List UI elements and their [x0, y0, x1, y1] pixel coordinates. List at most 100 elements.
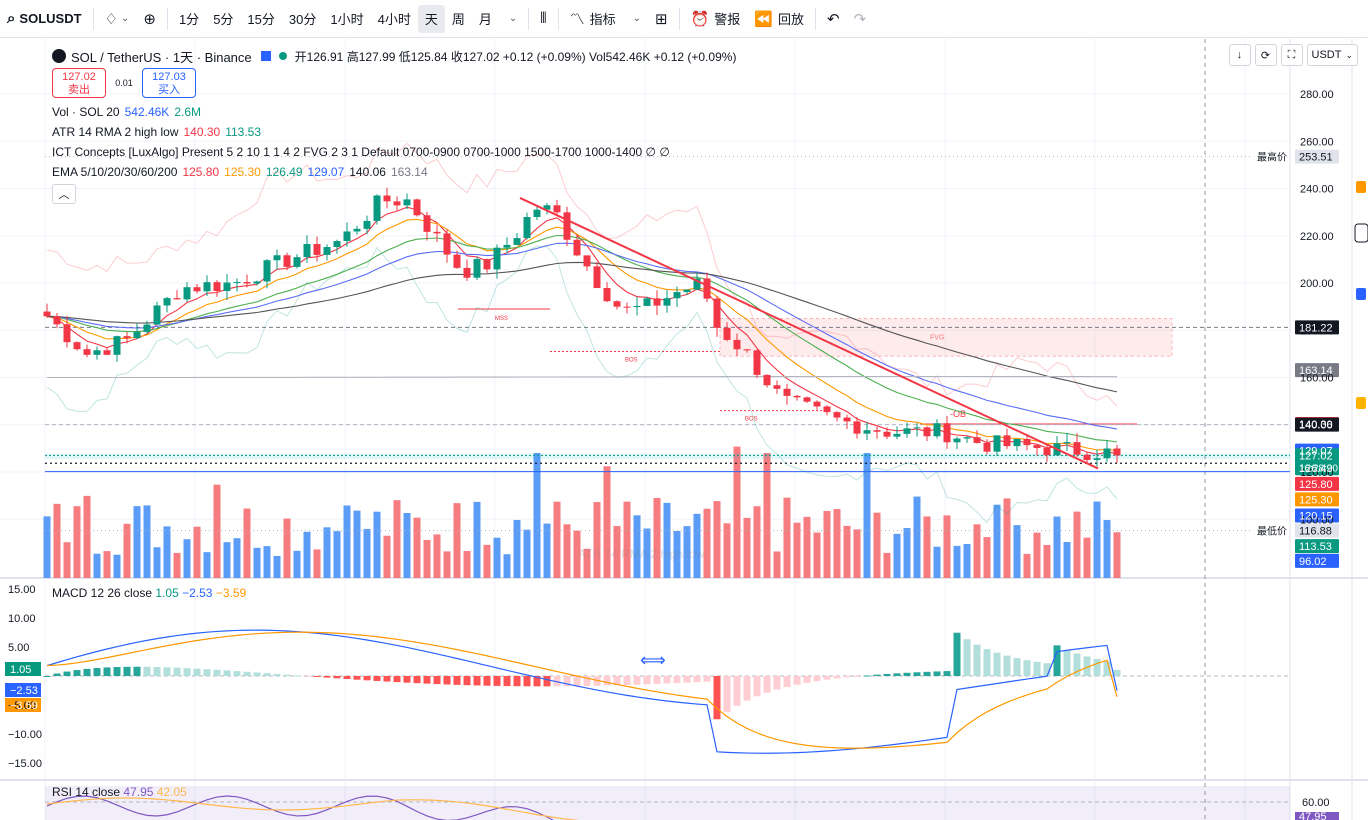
interval-1m[interactable]: 1分	[178, 12, 200, 27]
macd-value-label: 1.05	[10, 664, 31, 676]
interval-1mo[interactable]: 月	[478, 12, 492, 27]
ict-indicator-name: ICT Concepts [LuxAlgo] Present 5 2 10 1 …	[52, 145, 670, 159]
close-label: 收	[450, 49, 463, 64]
chevron-down-icon: ⌄	[120, 13, 130, 24]
flag-icon[interactable]	[260, 51, 271, 61]
macd-value-label: −2.53	[10, 685, 38, 697]
change-value: +0.12 (+0.09%)	[502, 49, 586, 64]
price-label: 127.02	[1299, 450, 1333, 462]
alert-marker[interactable]	[1356, 397, 1366, 409]
rsi-pane[interactable]	[45, 786, 1339, 820]
macd-signal-value: −3.59	[215, 586, 247, 600]
interval-1h[interactable]: 1小时	[330, 12, 364, 27]
chevron-down-icon: ⌄	[1345, 49, 1353, 60]
macd-axis-tick: −10.00	[8, 729, 42, 741]
interval-4h[interactable]: 4小时	[377, 12, 411, 27]
macd-pane-title[interactable]: MACD 12 26 close 1.05 −2.53 −3.59	[52, 586, 246, 600]
alert-button[interactable]: ⏰ 警报	[684, 0, 748, 38]
interval-15m[interactable]: 15分	[247, 12, 275, 27]
order-block-label: -OB	[950, 409, 966, 419]
interval-1w[interactable]: 周	[451, 12, 465, 27]
macd-value-label: −3.59	[10, 700, 38, 712]
sell-button[interactable]: 127.02 卖出	[52, 68, 106, 98]
symbol-row: SOL / TetherUS · 1天 · Binance 开126.91 高1…	[52, 46, 736, 66]
chart-legend: SOL / TetherUS · 1天 · Binance 开126.91 高1…	[52, 46, 736, 204]
rsi-ma-value: 42.05	[156, 785, 187, 799]
symbol-search-button[interactable]: ⌕ SOLUSDT	[0, 0, 89, 38]
vol-label: Vol	[588, 49, 606, 64]
alert-marker[interactable]	[1356, 181, 1366, 193]
favorites-dropdown[interactable]: ♢ ⌄	[98, 0, 137, 38]
vol-indicator-value-1: 542.46K	[124, 105, 170, 119]
indicators-dropdown[interactable]: ⌄	[623, 0, 648, 38]
buy-button[interactable]: 127.03 买入	[142, 68, 196, 98]
fullscreen-button[interactable]: ⛶	[1280, 44, 1303, 66]
price-tick: 140.00	[1300, 420, 1334, 432]
price-tick: 220.00	[1300, 231, 1334, 243]
collapse-legend-button[interactable]: ︿	[52, 184, 76, 204]
indicator-ema[interactable]: EMA 5/10/20/30/60/200 125.80 125.30 126.…	[52, 162, 736, 182]
indicator-atr[interactable]: ATR 14 RMA 2 high low 140.30 113.53	[52, 122, 736, 142]
bos-label: BOS	[625, 358, 638, 364]
price-tick: 260.00	[1300, 136, 1334, 148]
price-label: 125.30	[1299, 494, 1333, 506]
ema-value-10: 125.30	[224, 165, 261, 179]
indicators-button[interactable]: 〽 指标	[563, 0, 623, 38]
divider	[92, 7, 94, 30]
interval-5m[interactable]: 5分	[213, 12, 234, 27]
refresh-button[interactable]: ⟳	[1254, 44, 1277, 66]
spread-value: 0.01	[115, 78, 133, 88]
indicator-ict[interactable]: ICT Concepts [LuxAlgo] Present 5 2 10 1 …	[52, 142, 736, 162]
chevron-down-icon: ⌄	[632, 13, 641, 24]
rsi-pane-title[interactable]: RSI 14 close 47.95 42.05	[52, 785, 187, 799]
ict-zones	[45, 308, 1290, 460]
chart-type-button[interactable]: ⫴	[533, 0, 553, 38]
candlesticks	[43, 187, 1121, 467]
alert-label: 警报	[714, 12, 741, 27]
buy-price: 127.03	[152, 71, 186, 83]
redo-icon: ↷	[853, 10, 867, 28]
fvg-label: FVG	[930, 335, 944, 342]
trend-line[interactable]	[519, 197, 1099, 470]
currency-select[interactable]: USDT ⌄	[1306, 44, 1358, 66]
indicators-icon: 〽	[569, 11, 585, 28]
chart-canvas[interactable]: -OB MSS BOS BOS FVG ATR 14 RMA 2 high low 280.…	[0, 39, 1368, 820]
interval-dropdown[interactable]: ⌄	[499, 0, 524, 38]
alert-marker[interactable]	[1356, 288, 1366, 300]
indicator-vol[interactable]: Vol · SOL 20 542.46K 2.6M	[52, 102, 736, 122]
ema-value-30: 129.07	[307, 165, 345, 179]
price-label: 163.14	[1299, 365, 1333, 377]
vol-change-value: +0.12 (+0.09%)	[653, 49, 737, 64]
replay-button[interactable]: ⏪ 回放	[747, 0, 811, 38]
scroll-down-button[interactable]: ↓	[1228, 44, 1251, 66]
sell-price: 127.02	[62, 71, 96, 83]
rsi-axis-tick: 60.00	[1302, 797, 1330, 809]
fullscreen-icon: ⛶	[1287, 48, 1296, 61]
interval-30m[interactable]: 30分	[288, 12, 317, 27]
symbol-title[interactable]: SOL / TetherUS · 1天 · Binance	[71, 49, 252, 65]
indicators-label: 指标	[589, 12, 616, 27]
chart-area[interactable]: -OB MSS BOS BOS FVG ATR 14 RMA 2 high low 280.…	[0, 39, 1368, 820]
macd-axis-tick: −15.00	[8, 758, 42, 770]
divider	[814, 7, 816, 30]
atr-indicator-value-1: 140.30	[183, 125, 221, 139]
undo-button[interactable]: ↶	[820, 0, 847, 38]
atr-indicator-value-2: 113.53	[225, 125, 262, 139]
macd-line-value: −2.53	[182, 586, 213, 600]
layout-templates-button[interactable]: ⊞	[648, 0, 675, 38]
compare-symbol-button[interactable]: ⊕	[136, 0, 163, 38]
macd-pane[interactable]	[5, 629, 1290, 754]
redo-button[interactable]: ↷	[847, 0, 874, 38]
close-value: 127.02	[462, 49, 500, 64]
price-axis[interactable]	[45, 149, 1339, 568]
scroll-to-realtime-button[interactable]	[1354, 223, 1368, 243]
ohlc-values: 开126.91 高127.99 低125.84 收127.02 +0.12 (+…	[295, 48, 737, 65]
ema-value-60: 140.06	[349, 165, 386, 179]
buy-label: 买入	[158, 84, 180, 96]
grid-icon: ⊞	[655, 10, 668, 28]
replay-label: 回放	[777, 12, 804, 27]
macd-axis-tick: 10.00	[8, 613, 36, 625]
interval-1d[interactable]: 天	[417, 4, 445, 33]
price-label: 116.88	[1299, 526, 1332, 538]
price-label: 125.80	[1299, 479, 1333, 491]
